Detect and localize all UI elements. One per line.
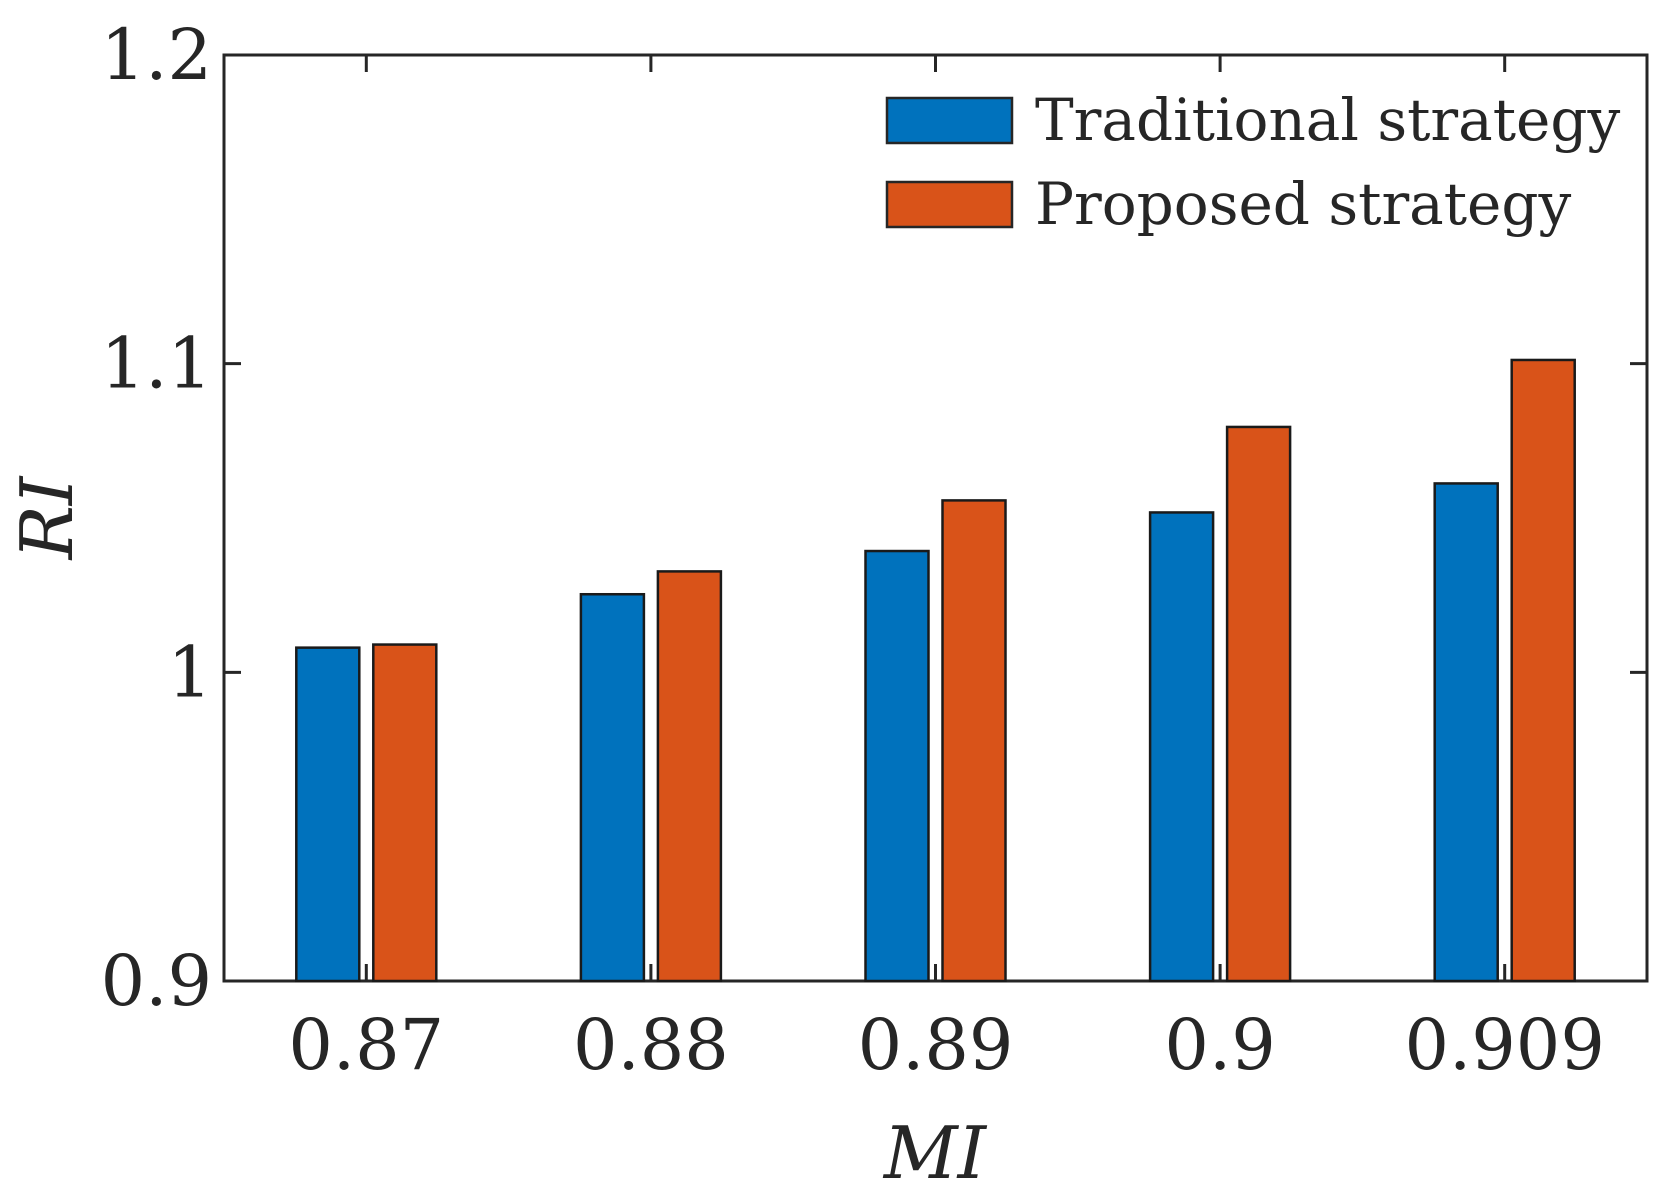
- x-tick-label: 0.88: [573, 1004, 729, 1086]
- x-tick-labels: 0.87 0.88 0.89 0.9 0.909: [288, 1004, 1605, 1086]
- y-tick-label: 1: [167, 631, 212, 713]
- y-tick-label: 1.2: [101, 14, 212, 96]
- legend-label-traditional: Traditional strategy: [1035, 86, 1621, 154]
- bar-traditional-0.87: [295, 646, 361, 983]
- bars-layer: [295, 358, 1576, 983]
- x-tick-label: 0.89: [858, 1004, 1014, 1086]
- x-axis-title: MI: [882, 1111, 988, 1195]
- x-tick-label: 0.909: [1404, 1004, 1604, 1086]
- bar-proposed-0.88: [656, 570, 723, 983]
- bar-proposed-0.909: [1510, 358, 1576, 983]
- legend-swatch-proposed: [885, 180, 1014, 229]
- legend: Traditional strategy Proposed strategy: [885, 86, 1621, 238]
- bar-proposed-0.87: [372, 643, 438, 983]
- y-tick-label: 1.1: [101, 323, 212, 405]
- bar-traditional-0.909: [1433, 482, 1499, 983]
- y-axis-title: RI: [5, 475, 89, 561]
- bar-proposed-0.9: [1225, 425, 1292, 983]
- bar-traditional-0.89: [864, 549, 930, 983]
- y-tick-label: 0.9: [101, 940, 212, 1022]
- bar-traditional-0.9: [1148, 511, 1215, 983]
- ticks-layer: [224, 53, 1647, 983]
- x-tick-label: 0.87: [288, 1004, 444, 1086]
- legend-label-proposed: Proposed strategy: [1035, 170, 1572, 238]
- bar-traditional-0.88: [579, 592, 646, 983]
- bar-proposed-0.89: [941, 499, 1007, 983]
- y-tick-labels: 0.9 1 1.1 1.2: [101, 14, 212, 1022]
- x-tick-label: 0.9: [1164, 1004, 1275, 1086]
- legend-swatch-traditional: [885, 96, 1014, 145]
